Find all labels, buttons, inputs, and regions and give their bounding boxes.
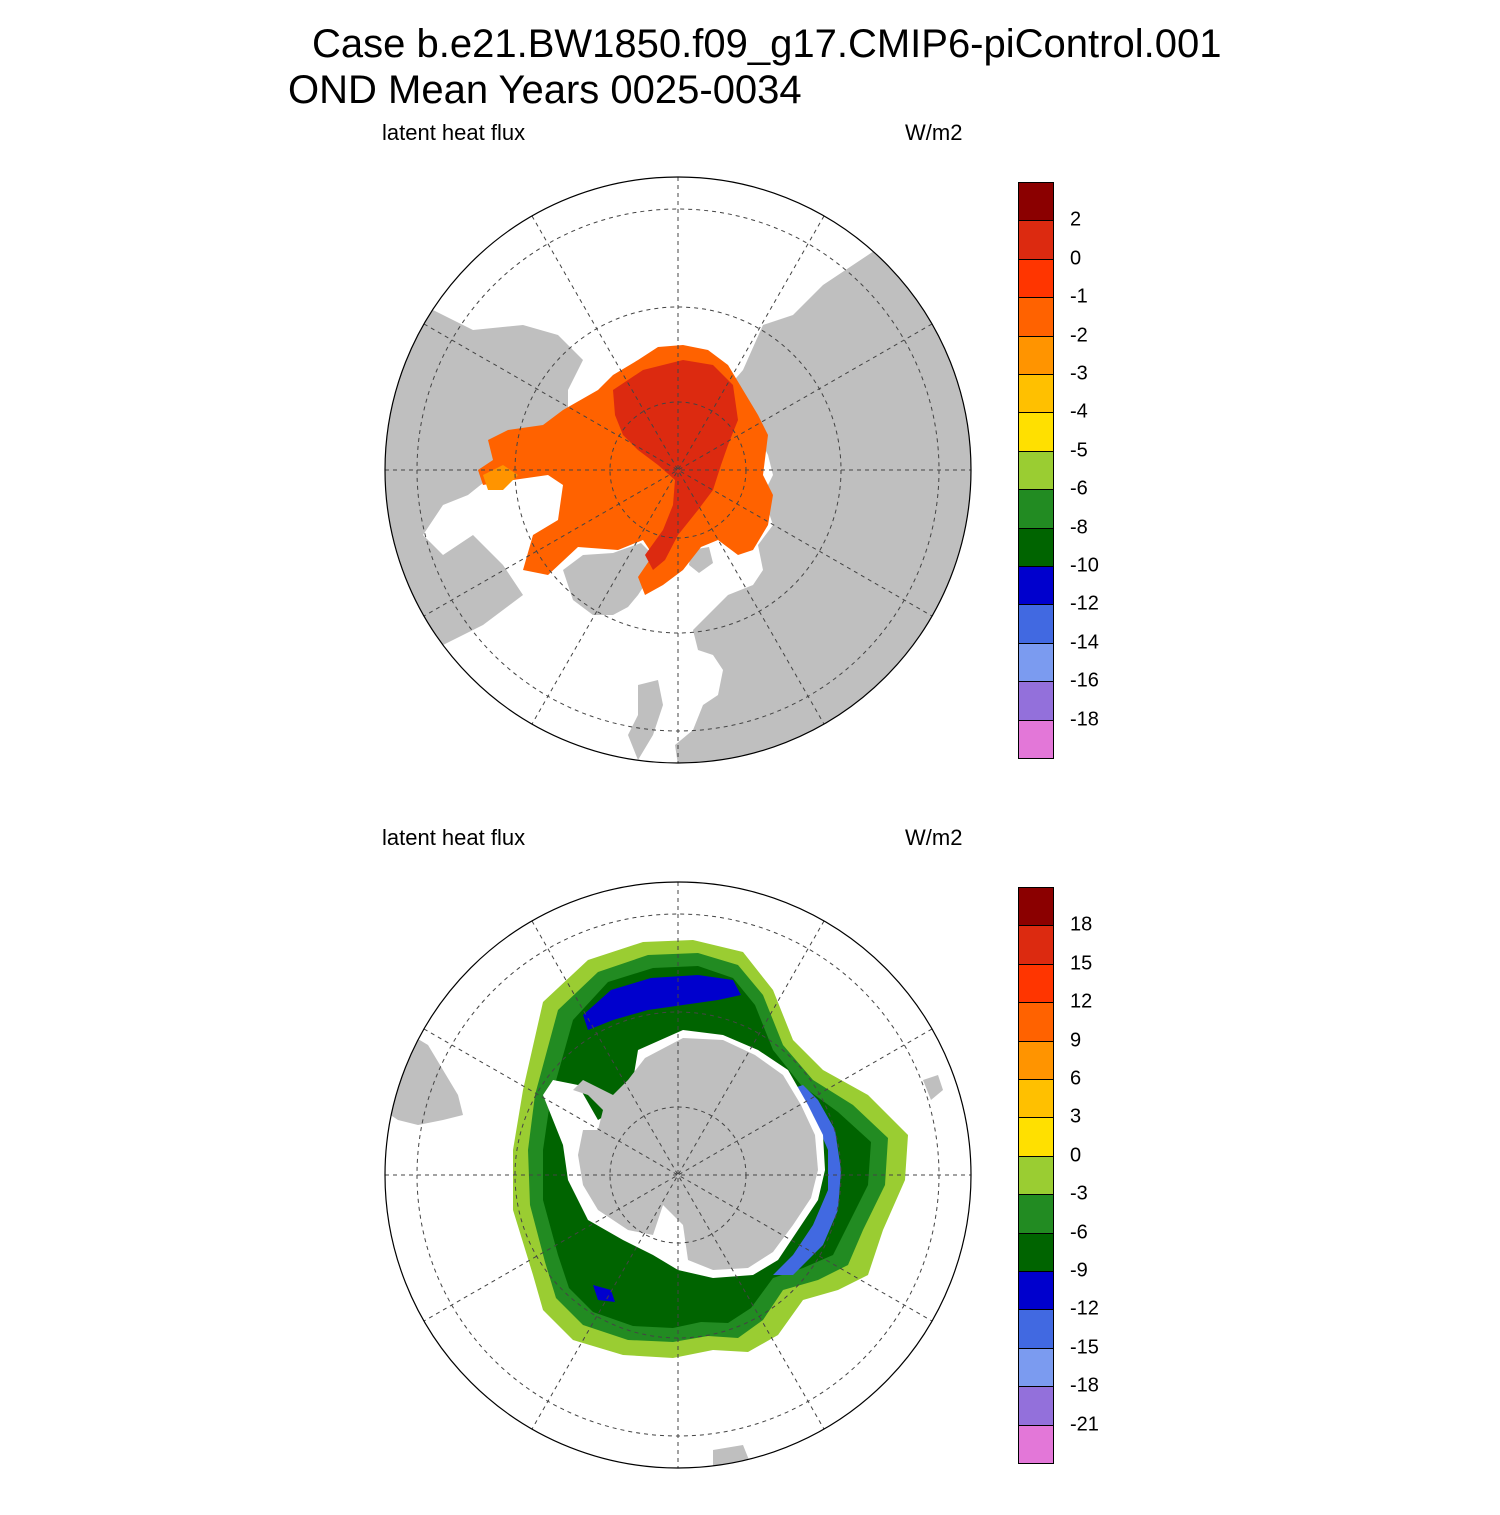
colorbar-box xyxy=(1018,258,1054,299)
colorbar-tick-label: -8 xyxy=(1070,516,1088,539)
colorbar-south: 18 15 12 9 6 3 0 -3 -6 -9 -12 -15 -18 -21 xyxy=(1018,887,1158,1464)
colorbar-tick-label: 0 xyxy=(1070,247,1082,270)
colorbar-tick-label: 0 xyxy=(1070,1144,1082,1167)
colorbar-box xyxy=(1018,1232,1054,1272)
colorbar-box xyxy=(1018,527,1054,567)
colorbar-tick-label: 3 xyxy=(1070,1105,1082,1128)
colorbar-box xyxy=(1018,489,1054,529)
colorbar-box xyxy=(1018,1347,1054,1388)
colorbar-box xyxy=(1018,1386,1054,1426)
colorbar-tick-label: -18 xyxy=(1070,708,1099,731)
colorbar-box xyxy=(1018,182,1054,222)
british-isles xyxy=(628,680,663,760)
units-label: W/m2 xyxy=(905,120,963,145)
colorbar-box xyxy=(1018,450,1054,491)
colorbar-tick-label: -3 xyxy=(1070,1182,1088,1205)
colorbar-box xyxy=(1018,335,1054,375)
colorbar-box xyxy=(1018,1194,1054,1234)
south-polar-map xyxy=(384,881,972,1469)
greenland xyxy=(563,543,653,615)
colorbar-box xyxy=(1018,566,1054,606)
colorbar-box xyxy=(1018,297,1054,337)
colorbar-tick-label: -2 xyxy=(1070,324,1088,347)
colorbar-box xyxy=(1018,719,1054,759)
colorbar-tick-label: 6 xyxy=(1070,1067,1082,1090)
colorbar-north: 2 0 -1 -2 -3 -4 -5 -6 -8 -10 -12 -14 -16 -18 xyxy=(1018,182,1158,759)
colorbar-box xyxy=(1018,1271,1054,1311)
colorbar-tick-label: -3 xyxy=(1070,362,1088,385)
colorbar-box xyxy=(1018,374,1054,414)
colorbar-box xyxy=(1018,1309,1054,1349)
colorbar-box xyxy=(1018,1040,1054,1080)
colorbar-tick-label: -5 xyxy=(1070,439,1088,462)
colorbar-tick-label: -18 xyxy=(1070,1374,1099,1397)
north-polar-map xyxy=(384,176,972,764)
colorbar-box xyxy=(1018,887,1054,927)
graticule xyxy=(385,177,971,763)
colorbar-tick-label: -15 xyxy=(1070,1336,1099,1359)
title-season-years: OND Mean Years 0025-0034 xyxy=(288,68,802,112)
new-zealand xyxy=(923,1075,943,1100)
panel-north: latent heat flux W/m2 2 0 -1 xyxy=(0,110,1500,810)
colorbar-box xyxy=(1018,1002,1054,1042)
antarctica xyxy=(573,1038,818,1270)
colorbar-tick-label: 2 xyxy=(1070,208,1082,231)
colorbar-tick-label: -4 xyxy=(1070,400,1088,423)
colorbar-box xyxy=(1018,1117,1054,1157)
colorbar-box xyxy=(1018,412,1054,452)
colorbar-tick-label: -6 xyxy=(1070,477,1088,500)
map-border xyxy=(384,176,972,764)
panel-south: latent heat flux W/m2 xyxy=(0,815,1500,1515)
flux-shading xyxy=(513,940,908,1358)
variable-label: latent heat flux xyxy=(382,825,526,850)
graticule xyxy=(385,882,971,1468)
colorbar-tick-label: 9 xyxy=(1070,1029,1082,1052)
colorbar-tick-label: -6 xyxy=(1070,1221,1088,1244)
colorbar-tick-label: -14 xyxy=(1070,631,1099,654)
colorbar-tick-label: -12 xyxy=(1070,592,1099,615)
colorbar-box xyxy=(1018,1424,1054,1464)
colorbar-tick-label: -12 xyxy=(1070,1297,1099,1320)
colorbar-tick-label: -16 xyxy=(1070,669,1099,692)
colorbar-box xyxy=(1018,1079,1054,1119)
colorbar-box xyxy=(1018,963,1054,1004)
variable-label: latent heat flux xyxy=(382,120,526,145)
eurasia xyxy=(675,235,971,763)
colorbar-tick-label: -21 xyxy=(1070,1413,1099,1436)
colorbar-box xyxy=(1018,220,1054,260)
title-case: Case b.e21.BW1850.f09_g17.CMIP6-piContro… xyxy=(312,22,1222,66)
map-border xyxy=(384,881,972,1469)
colorbar-tick-label: 18 xyxy=(1070,913,1093,936)
colorbar-box xyxy=(1018,1155,1054,1196)
colorbar-box xyxy=(1018,642,1054,683)
colorbar-tick-label: 12 xyxy=(1070,990,1093,1013)
units-label: W/m2 xyxy=(905,825,963,850)
colorbar-box xyxy=(1018,681,1054,721)
colorbar-tick-label: 15 xyxy=(1070,952,1093,975)
colorbar-tick-label: -1 xyxy=(1070,285,1088,308)
colorbar-tick-label: -9 xyxy=(1070,1259,1088,1282)
colorbar-box xyxy=(1018,604,1054,644)
colorbar-tick-label: -10 xyxy=(1070,554,1099,577)
colorbar-box xyxy=(1018,925,1054,965)
